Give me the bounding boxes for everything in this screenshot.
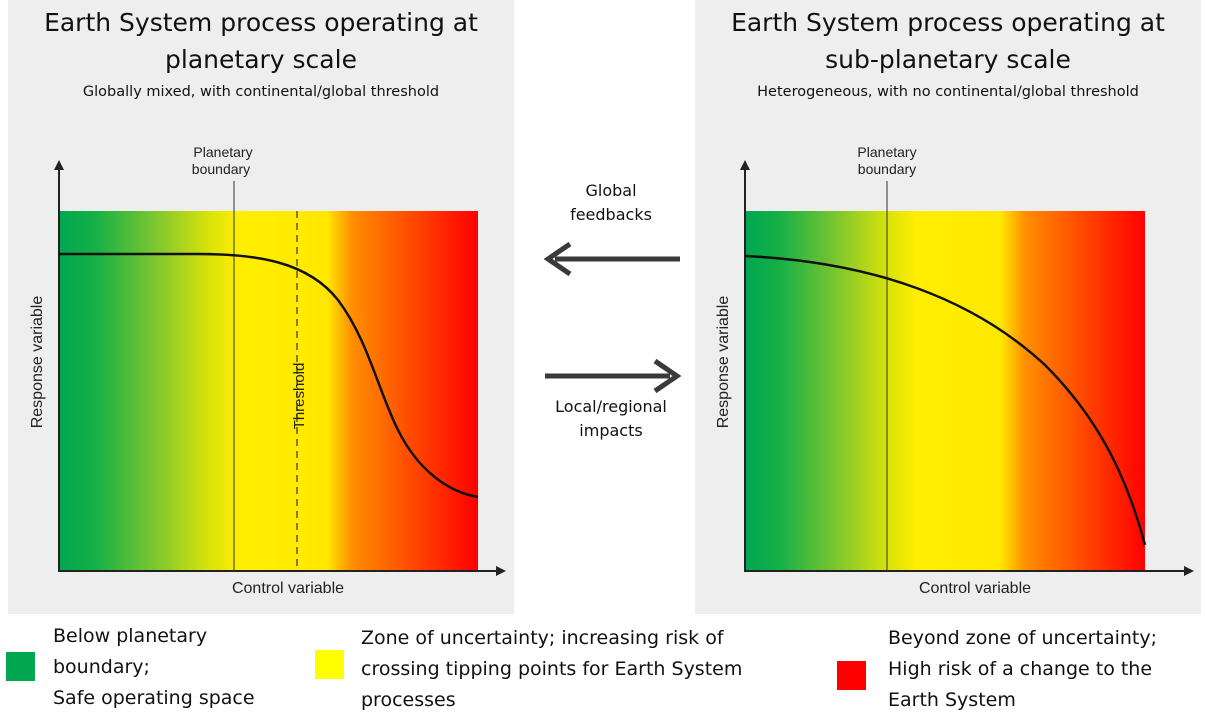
planetary-scale-diagram: Planetary boundary Threshold Response va… [29, 144, 506, 597]
label-line-1: Global [585, 181, 637, 200]
boundary-label-line-1: Planetary [857, 144, 916, 160]
x-axis-label: Control variable [232, 580, 344, 597]
legend-label: Below planetary boundary; Safe operating… [53, 625, 255, 709]
sub-planetary-scale-panel: Earth System process operating at sub-pl… [695, 0, 1201, 614]
title-line-1: Earth System process operating at [44, 8, 478, 37]
x-axis-label: Control variable [919, 580, 1031, 597]
safe-swatch [6, 652, 35, 681]
risk-gradient-background [58, 211, 478, 571]
global-feedback-arrowhead [543, 241, 572, 277]
legend-label: Zone of uncertainty; increasing risk of … [361, 627, 743, 711]
panel-subtitle: Globally mixed, with continental/global … [82, 84, 440, 100]
panel-title: Earth System process operating at planet… [8, 4, 514, 78]
title-line-1: Earth System process operating at [731, 8, 1165, 37]
global-feedbacks-label: Global feedbacks [531, 179, 691, 227]
title-line-2: sub-planetary scale [825, 45, 1071, 74]
uncertainty-swatch [315, 650, 344, 679]
y-axis-label: Response variable [715, 296, 732, 429]
title-line-2: planetary scale [165, 45, 357, 74]
local-impacts-label: Local/regional impacts [531, 395, 691, 443]
boundary-label-line-2: boundary [858, 161, 916, 177]
y-axis-label: Response variable [29, 296, 46, 429]
local-impact-arrowhead [653, 358, 682, 394]
label-line-2: feedbacks [570, 205, 652, 224]
response-curve [59, 252, 479, 499]
label-line-2: impacts [579, 421, 643, 440]
planetary-scale-panel: Earth System process operating at planet… [8, 0, 514, 614]
boundary-label-line-1: Planetary [193, 144, 252, 160]
label-line-1: Local/regional [555, 397, 667, 416]
threshold-label: Threshold [291, 363, 308, 430]
sub-planetary-scale-diagram: Planetary boundary Response variable Con… [715, 144, 1194, 597]
response-curve [744, 254, 1147, 546]
boundary-label-line-2: boundary [192, 161, 250, 177]
panel-subtitle: Heterogeneous, with no continental/globa… [757, 84, 1139, 100]
panel-title: Earth System process operating at sub-pl… [695, 4, 1201, 78]
high-risk-swatch [837, 661, 866, 690]
risk-gradient-background [744, 211, 1145, 571]
legend-label: Beyond zone of uncertainty; High risk of… [888, 627, 1157, 711]
